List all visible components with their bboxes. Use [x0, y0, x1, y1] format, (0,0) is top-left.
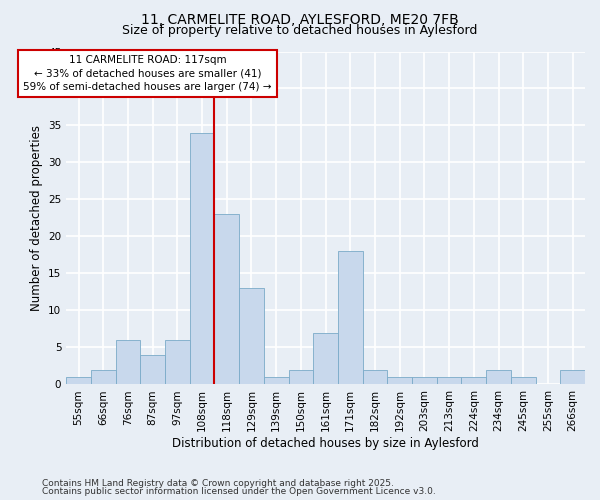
- Bar: [289, 370, 313, 384]
- Y-axis label: Number of detached properties: Number of detached properties: [29, 125, 43, 311]
- Bar: [239, 288, 264, 384]
- Bar: [412, 377, 437, 384]
- Bar: [388, 377, 412, 384]
- Bar: [264, 377, 289, 384]
- X-axis label: Distribution of detached houses by size in Aylesford: Distribution of detached houses by size …: [172, 437, 479, 450]
- Text: Contains HM Land Registry data © Crown copyright and database right 2025.: Contains HM Land Registry data © Crown c…: [42, 478, 394, 488]
- Bar: [362, 370, 388, 384]
- Bar: [116, 340, 140, 384]
- Bar: [486, 370, 511, 384]
- Text: Contains public sector information licensed under the Open Government Licence v3: Contains public sector information licen…: [42, 487, 436, 496]
- Bar: [461, 377, 486, 384]
- Bar: [165, 340, 190, 384]
- Bar: [313, 332, 338, 384]
- Bar: [214, 214, 239, 384]
- Bar: [338, 252, 362, 384]
- Bar: [66, 377, 91, 384]
- Bar: [560, 370, 585, 384]
- Bar: [140, 355, 165, 384]
- Text: Size of property relative to detached houses in Aylesford: Size of property relative to detached ho…: [122, 24, 478, 37]
- Text: 11, CARMELITE ROAD, AYLESFORD, ME20 7FB: 11, CARMELITE ROAD, AYLESFORD, ME20 7FB: [141, 12, 459, 26]
- Bar: [437, 377, 461, 384]
- Bar: [190, 133, 214, 384]
- Bar: [511, 377, 536, 384]
- Text: 11 CARMELITE ROAD: 117sqm
← 33% of detached houses are smaller (41)
59% of semi-: 11 CARMELITE ROAD: 117sqm ← 33% of detac…: [23, 55, 272, 92]
- Bar: [91, 370, 116, 384]
